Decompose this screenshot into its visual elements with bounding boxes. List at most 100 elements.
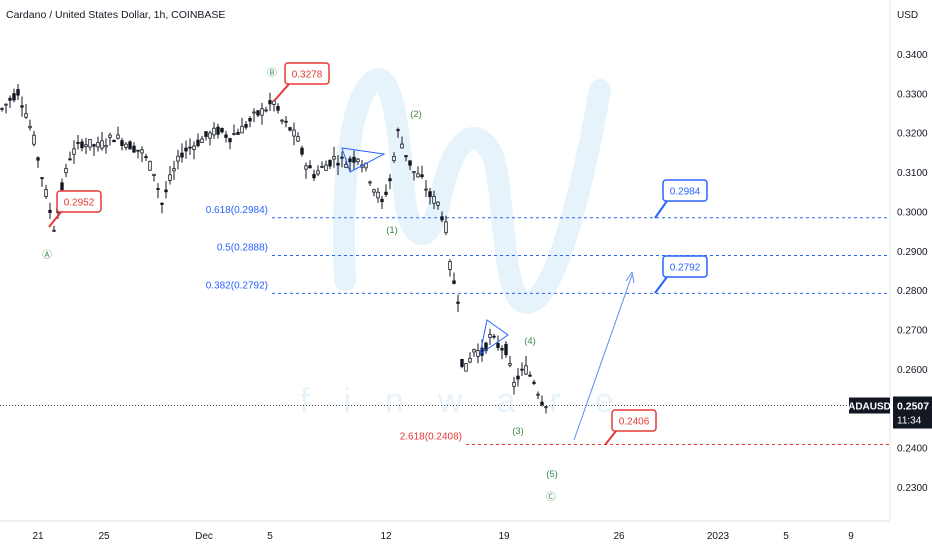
candle-body — [64, 167, 68, 174]
candle-body — [528, 374, 532, 377]
candle-body — [320, 165, 324, 168]
candle-body — [0, 108, 4, 110]
candle-body — [36, 157, 40, 161]
candle-body — [92, 144, 96, 147]
triangle-pattern-1 — [341, 147, 386, 173]
callout-box — [284, 62, 330, 85]
candle-body — [324, 164, 328, 171]
candle-body — [132, 145, 136, 153]
candle-body — [288, 127, 292, 131]
candle-body — [372, 189, 376, 193]
watermark-text: finware — [300, 382, 648, 420]
time-tick-label: 19 — [498, 531, 510, 542]
candle-body — [448, 261, 452, 270]
callout-box — [662, 255, 708, 278]
candle-body — [328, 159, 332, 167]
symbol-tag-text: ADAUSD — [848, 402, 891, 413]
candle-body — [344, 163, 348, 168]
candle-body — [488, 334, 492, 338]
candle-body — [416, 173, 420, 178]
time-axis[interactable]: 21 25 Dec 5 12 19 26 2023 5 9 — [0, 520, 890, 542]
candle-body — [60, 182, 64, 191]
candle-body — [168, 174, 172, 181]
candle-body — [512, 382, 516, 387]
candle-body — [32, 134, 36, 145]
price-tick-label: 0.2700 — [897, 326, 928, 337]
price-callout: 0.2984 — [654, 179, 708, 219]
chart-drawings — [341, 147, 635, 441]
time-tick-label: 25 — [98, 531, 110, 542]
price-callouts: 0.3278 0.2952 0.2984 0.2792 0.2406 — [48, 62, 708, 446]
candle-body — [332, 156, 336, 160]
candle-body — [96, 142, 100, 148]
callout-pointer — [654, 200, 668, 219]
candle-body — [140, 149, 144, 154]
candle-body — [84, 144, 88, 148]
candle-body — [484, 342, 488, 352]
candle-body — [236, 132, 240, 135]
price-tick-label: 0.2300 — [897, 483, 928, 494]
candle-body — [200, 138, 204, 143]
candle-body — [44, 189, 48, 198]
time-tick-label: Dec — [195, 531, 213, 542]
candle-body — [188, 146, 192, 149]
candle-body — [536, 393, 540, 396]
candle-body — [540, 401, 544, 406]
wave-labels: Ⓐ Ⓑ Ⓒ (1) (2) (3) (4) (5) — [42, 68, 558, 503]
candle-body — [312, 174, 316, 179]
candle-body — [244, 124, 248, 128]
candle-body — [152, 173, 156, 176]
candle-body — [400, 143, 404, 149]
candle-body — [380, 198, 384, 203]
time-tick-label: 21 — [32, 531, 44, 542]
last-price-tag: ADAUSD 0.2507 11:34 — [848, 396, 932, 429]
candle-body — [128, 141, 132, 150]
candle-body — [384, 191, 388, 195]
callout-pointer — [48, 211, 62, 228]
candle-body — [116, 134, 120, 139]
candle-body — [492, 335, 496, 338]
candle-body — [184, 147, 188, 152]
candle-body — [16, 89, 20, 96]
candle-body — [340, 156, 344, 159]
candle-body — [160, 202, 164, 205]
candle-body — [248, 117, 252, 122]
wave-label: (4) — [524, 336, 536, 347]
fib-level-label: 0.382(0.2792) — [206, 280, 268, 291]
candlestick-series — [0, 83, 548, 414]
price-tick-label: 0.2900 — [897, 247, 928, 258]
candle-body — [472, 349, 476, 353]
candle-body — [40, 177, 44, 180]
candle-body — [532, 381, 536, 384]
callout-text: 0.2984 — [670, 187, 701, 198]
watermark-logo: finware — [300, 68, 648, 420]
candle-body — [304, 165, 308, 170]
candle-body — [504, 343, 508, 356]
candle-body — [72, 148, 76, 155]
candle-body — [376, 191, 380, 199]
callout-text: 0.2952 — [64, 198, 95, 209]
price-axis[interactable]: 0.3400 0.3300 0.3200 0.3100 0.3000 0.2900 0.28… — [889, 0, 928, 520]
candle-body — [88, 139, 92, 148]
time-tick-label: 26 — [613, 531, 625, 542]
candle-body — [432, 195, 436, 204]
candle-body — [452, 280, 456, 284]
price-tag-countdown: 11:34 — [897, 416, 922, 427]
price-tick-label: 0.2600 — [897, 365, 928, 376]
candle-body — [404, 155, 408, 158]
price-tick-label: 0.3300 — [897, 89, 928, 100]
candle-body — [276, 105, 280, 111]
price-callout: 0.2792 — [654, 255, 708, 294]
candle-body — [104, 144, 108, 148]
candle-body — [260, 108, 264, 116]
candle-body — [252, 111, 256, 114]
candle-body — [76, 142, 80, 144]
wave-label: (1) — [386, 225, 398, 236]
fib-level-label: 0.618(0.2984) — [206, 205, 268, 216]
candle-body — [48, 209, 52, 213]
price-tick-label: 0.2400 — [897, 444, 928, 455]
candle-body — [464, 363, 468, 372]
callout-box — [662, 179, 708, 202]
wave-label: (2) — [410, 109, 422, 120]
